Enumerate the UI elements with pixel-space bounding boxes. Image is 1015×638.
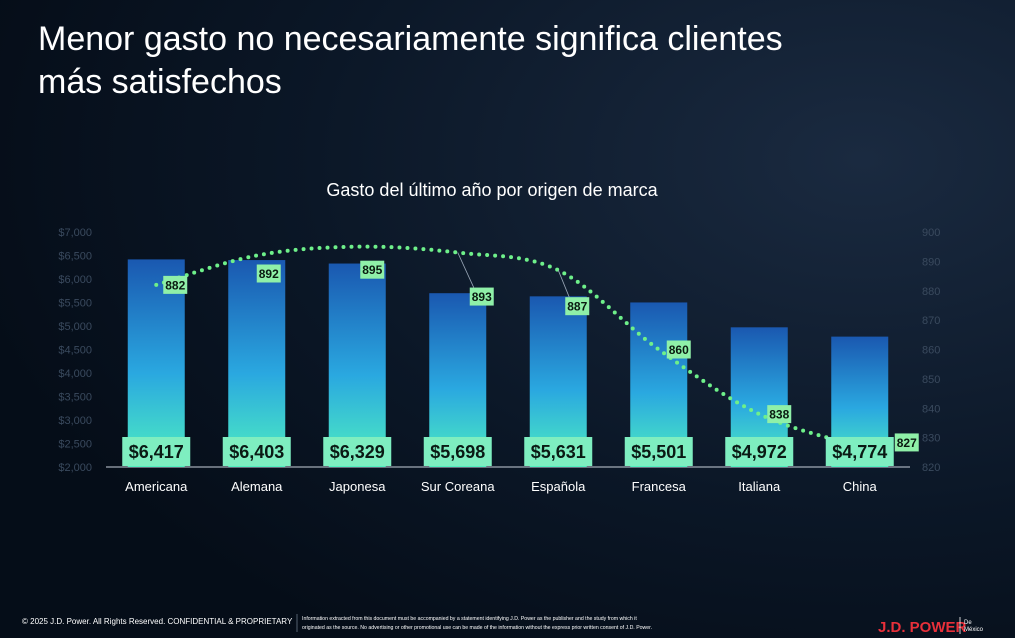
y-tick-label: $4,000 [58,368,92,380]
y-tick-label: $4,500 [58,345,92,357]
disclaimer: Information extracted from this document… [302,616,637,622]
leader-line [557,270,570,298]
line-label-box [767,405,792,424]
line [154,244,862,449]
y-tick-label: $3,000 [58,415,92,427]
value-label: $6,403 [229,442,284,462]
line-label: 860 [669,343,689,357]
line-label: 827 [897,436,917,450]
value-label-box [222,437,291,466]
chart-title: Gasto del último año por origen de marca [326,180,658,200]
line-label-box [666,340,691,359]
y2-tick-label: 830 [922,433,940,445]
value-label-box [624,437,693,466]
line-label-box [256,264,281,283]
line-label: 887 [567,300,587,314]
y-tick-label: $3,500 [58,392,92,404]
x-tick-label: Española [531,479,586,494]
line-label-box [565,297,590,316]
x-tick-label: Japonesa [329,479,386,494]
y2-tick-label: 850 [922,374,940,386]
value-label: $6,329 [330,442,385,462]
value-label-box [323,437,392,466]
line-label: 893 [472,290,492,304]
value-label: $6,417 [129,442,184,462]
line-label-box [894,433,919,452]
value-label: $5,698 [430,442,485,462]
slide-title: Menor gasto no necesariamente significa … [38,20,783,58]
x-tick-label: Italiana [738,479,781,494]
y2-tick-label: 860 [922,345,940,357]
y-tick-label: $2,000 [58,462,92,474]
y-tick-label: $2,500 [58,439,92,451]
y2-tick-label: 820 [922,462,940,474]
y-tick-label: $6,500 [58,251,92,263]
leader-line [457,252,475,288]
value-label-box [423,437,492,466]
value-label: $4,774 [832,442,887,462]
value-label-box [825,437,894,466]
disclaimer: originated as the source. No advertising… [302,625,652,631]
value-label: $4,972 [732,442,787,462]
x-tick-label: Americana [125,479,188,494]
value-label: $5,501 [631,442,686,462]
x-tick-label: Francesa [632,479,687,494]
brand-sub: México [964,627,984,633]
y2-tick-label: 900 [922,227,940,239]
line-label: 882 [165,278,185,292]
value-label-box [122,437,191,466]
value-label: $5,631 [531,442,586,462]
y2-tick-label: 840 [922,403,940,415]
brand-sub: De [964,620,972,626]
y2-tick-label: 880 [922,286,940,298]
value-label-box [524,437,593,466]
line-label-box [360,260,385,279]
x-tick-label: China [843,479,878,494]
y2-tick-label: 890 [922,256,940,268]
x-tick-label: Alemana [231,479,283,494]
line-label: 838 [769,408,789,422]
bar [328,263,386,467]
footer: © 2025 J.D. Power. All Rights Reserved. … [22,617,293,626]
y-tick-label: $5,000 [58,321,92,333]
slide-title: más satisfechos [38,63,282,101]
value-label-box [725,437,794,466]
y-tick-label: $6,000 [58,274,92,286]
line-label-box [469,287,494,306]
bar [127,259,185,467]
x-tick-label: Sur Coreana [421,479,495,494]
line-label: 895 [362,263,382,277]
y-tick-label: $5,500 [58,298,92,310]
y2-tick-label: 870 [922,315,940,327]
brand: J.D. POWER [878,619,967,636]
line-label: 892 [259,267,279,281]
line-label-box [163,275,188,294]
bar [228,260,286,467]
y-tick-label: $7,000 [58,227,92,239]
